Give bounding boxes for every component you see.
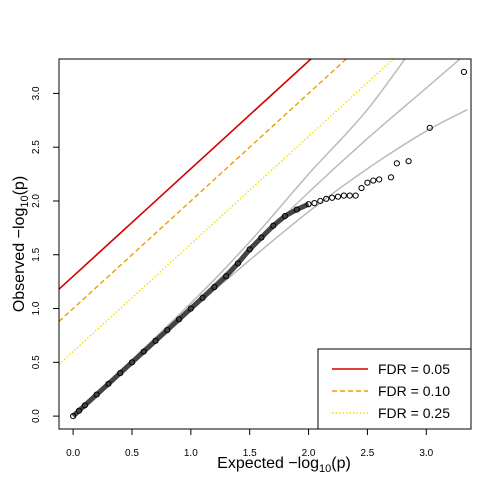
legend-label: FDR = 0.25 xyxy=(378,405,450,421)
data-point xyxy=(305,201,312,208)
y-tick-label: 2.5 xyxy=(31,140,42,154)
legend-box xyxy=(317,348,472,430)
data-point xyxy=(258,234,265,241)
x-tick-label: 1.0 xyxy=(184,448,198,459)
dense-points-trace xyxy=(71,201,310,418)
data-point xyxy=(270,222,277,229)
y-axis-title-subscript: 10 xyxy=(19,195,31,207)
data-point xyxy=(387,174,395,181)
y-axis: 0.0 0.5 1.0 1.5 2.0 2.5 3.0 xyxy=(31,86,59,423)
fdr-line-2 xyxy=(59,59,348,322)
fdr-lines xyxy=(59,59,395,365)
x-tick-label: 2.0 xyxy=(302,448,316,459)
data-point xyxy=(117,369,124,377)
legend-label: FDR = 0.05 xyxy=(378,361,450,377)
data-point xyxy=(164,326,171,334)
y-axis-title: Observed −log10(p) xyxy=(11,176,31,312)
data-point xyxy=(81,402,88,409)
data-point xyxy=(75,407,83,414)
fdr-line-3 xyxy=(59,59,395,365)
data-point xyxy=(323,195,330,202)
data-point xyxy=(128,359,136,366)
data-points xyxy=(70,68,468,420)
x-axis-title-subscript: 10 xyxy=(319,463,331,475)
data-point xyxy=(140,348,147,355)
data-point xyxy=(70,412,77,420)
x-axis-title: Expected −log10(p) xyxy=(217,455,351,475)
data-point xyxy=(405,158,412,165)
data-point xyxy=(328,194,336,201)
data-point xyxy=(358,184,365,192)
y-tick-label: 1.0 xyxy=(31,301,42,315)
data-point xyxy=(187,305,194,312)
x-tick-label: 3.0 xyxy=(419,448,433,459)
data-point xyxy=(340,192,347,199)
x-tick-label: 0.5 xyxy=(125,448,139,459)
y-tick-label: 0.5 xyxy=(31,355,42,369)
data-point xyxy=(376,176,383,183)
data-point xyxy=(234,260,242,267)
data-point xyxy=(346,192,353,199)
y-tick-label: 3.0 xyxy=(31,86,42,100)
x-tick-label: 0.0 xyxy=(66,448,80,459)
data-point xyxy=(364,179,371,186)
x-axis-title-prefix: Expected −log xyxy=(217,455,319,472)
data-point xyxy=(370,177,377,184)
data-point xyxy=(152,337,159,344)
data-point xyxy=(211,283,218,291)
plot-frame xyxy=(58,58,472,430)
fdr-line-1 xyxy=(59,59,313,290)
legend-label: FDR = 0.10 xyxy=(378,383,450,399)
data-point xyxy=(393,160,400,167)
data-point xyxy=(293,206,300,213)
y-axis-title-suffix: (p) xyxy=(11,176,28,196)
data-point xyxy=(334,193,342,200)
legend: FDR = 0.05 FDR = 0.10 FDR = 0.25 xyxy=(317,348,472,430)
data-point xyxy=(352,192,359,199)
data-point xyxy=(175,316,183,323)
x-axis: 0.0 0.5 1.0 1.5 2.0 2.5 3.0 xyxy=(66,429,434,459)
y-tick-label: 1.5 xyxy=(31,247,42,261)
data-point xyxy=(223,273,230,280)
data-point xyxy=(281,212,289,220)
data-point xyxy=(199,294,206,301)
y-tick-label: 2.0 xyxy=(31,194,42,208)
data-point xyxy=(317,197,324,205)
y-tick-label: 0.0 xyxy=(31,409,42,423)
x-tick-label: 1.5 xyxy=(243,448,257,459)
x-axis-title-suffix: (p) xyxy=(331,455,351,472)
data-point xyxy=(426,124,433,131)
data-point xyxy=(460,68,468,76)
band-line-outer-upper xyxy=(72,59,406,417)
data-point xyxy=(93,391,100,398)
data-point xyxy=(311,200,318,207)
data-point xyxy=(246,246,253,253)
data-point xyxy=(105,380,112,387)
y-axis-title-prefix: Observed −log xyxy=(11,208,28,313)
x-tick-label: 2.5 xyxy=(360,448,374,459)
